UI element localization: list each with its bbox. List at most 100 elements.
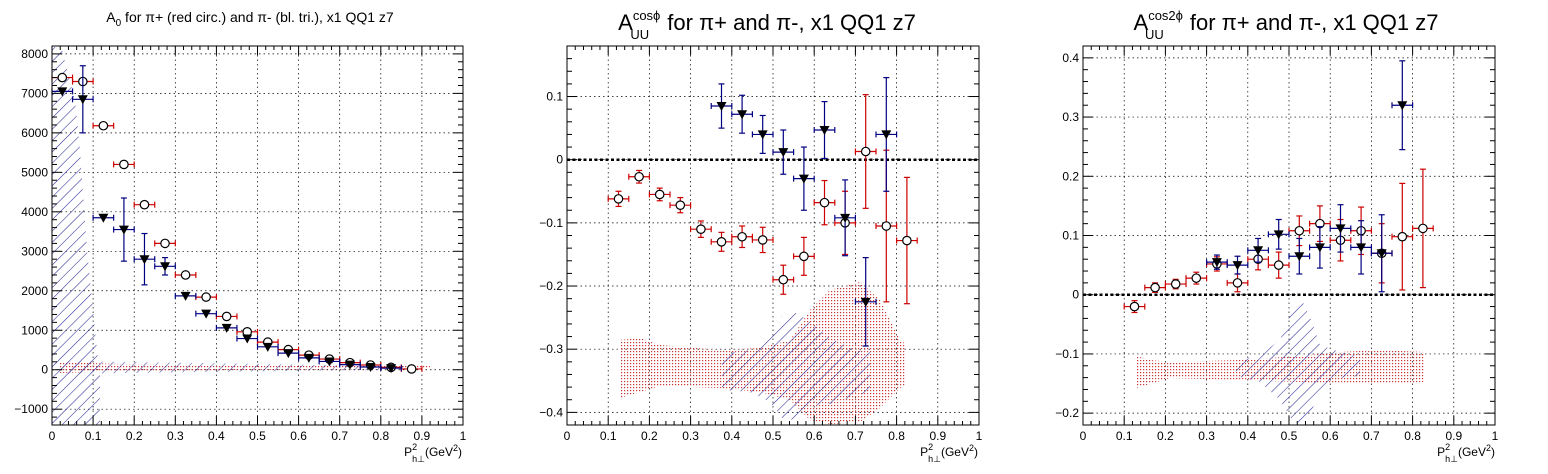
cos-pi-plus-point [813, 179, 836, 226]
a0-x-tick-label: 0.6 [290, 429, 307, 443]
a0-pi-minus-point [380, 364, 402, 374]
a0-pi-minus-point [215, 323, 238, 333]
a0-pi-plus-point [133, 199, 156, 210]
cos2-pi-plus-point [1185, 271, 1208, 285]
cos2-y-tick-label: 0.2 [1062, 169, 1079, 183]
panel-a0: A0 for π+ (red circ.) and π- (bl. tri.),… [14, 9, 466, 464]
cos2-x-tick-label: 0.9 [1445, 429, 1462, 443]
panel-cos-axes: 0 0.1 0.2 0.3 0.4 0.5 0.6 0.7 0.8 0.9 1 −0.4 −0.3 −0.… [539, 45, 983, 443]
cos2-y-tick-label: 0.4 [1062, 51, 1079, 65]
panel-cos2-title-sup: cos2ϕ [1148, 8, 1183, 23]
panel-cos-title-sub: UU [630, 27, 649, 42]
a0-pi-minus-point [195, 309, 217, 319]
a0-pi-minus-point [256, 342, 279, 352]
cos-pi-plus-marker [860, 146, 871, 157]
cos-pi-minus-marker [860, 297, 871, 307]
a0-x-tick-label: 0.5 [249, 429, 266, 443]
panel-cos2-x-axis-title: P2 h⊥(GeV2) [1437, 442, 1495, 464]
cos-y-tick-label: −0.3 [539, 342, 563, 356]
panel-a0-systematic-bands [52, 46, 430, 425]
panel-cos-title: Acosϕ UU for π+ and π-, x1 QQ1 z7 [618, 8, 916, 42]
cos2-x-tick-label: 0.5 [1281, 429, 1298, 443]
cos2-x-tick-label: 0.8 [1404, 429, 1421, 443]
cos-pi-plus-marker [778, 274, 789, 285]
panel-a0-title: A0 for π+ (red circ.) and π- (bl. tri.),… [106, 9, 394, 29]
a0-pi-minus-marker [262, 342, 273, 352]
panel-a0-blue-sys-band-flat [60, 361, 420, 374]
a0-pi-plus-marker [201, 292, 211, 302]
panel-a0-xlabel-sup: 2 [412, 442, 417, 452]
cos2-pi-minus-point [1329, 204, 1352, 253]
a0-pi-minus-marker [386, 364, 397, 374]
cos-x-tick-label: 0.5 [765, 429, 782, 443]
cos-pi-plus-point [648, 187, 671, 202]
cos2-x-tick-label: 0.2 [1157, 429, 1174, 443]
panel-cos2-xlabel-main: P [1437, 445, 1445, 459]
cos2-pi-plus-point [1267, 251, 1290, 279]
cos2-pi-minus-point [1350, 220, 1373, 275]
cos2-pi-plus-marker [1129, 301, 1140, 312]
a0-pi-minus-point [133, 232, 156, 286]
panel-cos2-xlabel-unit-sup: 2 [1486, 443, 1491, 453]
cos-pi-minus-point [834, 179, 857, 257]
cos2-x-tick-label: 0.3 [1198, 429, 1215, 443]
cos-pi-plus-point [792, 236, 815, 276]
a0-pi-minus-marker [344, 360, 355, 370]
cos-pi-plus-point [772, 264, 795, 295]
panel-cos-x-axis-title: P2 h⊥(GeV2) [920, 442, 978, 464]
cos-pi-plus-point [895, 176, 918, 305]
panel-cos2-xlabel-sup: 2 [1445, 442, 1450, 452]
panel-cos-title-main: A [618, 10, 633, 35]
cos-pi-plus-marker [799, 251, 809, 262]
cos2-pi-minus-marker [1397, 101, 1408, 111]
cos2-pi-plus-marker [1232, 278, 1243, 288]
a0-y-tick-label: −1000 [14, 402, 48, 416]
cos2-pi-plus-marker [1170, 279, 1181, 289]
a0-x-tick-label: 0.7 [331, 429, 348, 443]
cos-pi-plus-point [628, 169, 651, 184]
cos2-pi-plus-point [1411, 168, 1434, 289]
a0-pi-minus-marker [180, 291, 191, 301]
cos2-x-tick-label: 0.4 [1239, 429, 1256, 443]
cos2-pi-plus-marker [1150, 282, 1160, 293]
cos2-pi-minus-marker [1232, 261, 1243, 271]
a0-pi-minus-marker [242, 334, 253, 344]
panel-cos2-xlabel-sub: h⊥ [1445, 454, 1458, 464]
cos-pi-plus-point [689, 220, 712, 238]
cos-pi-minus-point [813, 100, 836, 160]
panel-cos2-systematic-bands [1136, 300, 1424, 424]
panel-a0-xlabel-unit: (GeV [425, 445, 453, 459]
panel-a0-title-sub: 0 [116, 18, 122, 29]
a0-pi-minus-marker [221, 323, 232, 333]
cos2-y-tick-label: 0.1 [1062, 229, 1079, 243]
cos2-pi-minus-point [1205, 254, 1228, 270]
cos-pi-plus-point [710, 231, 733, 252]
cos-pi-minus-marker [840, 213, 851, 223]
cos2-x-tick-label: 1 [1492, 429, 1499, 443]
panel-a0-title-main: A [106, 9, 116, 25]
a0-pi-plus-marker [221, 311, 232, 322]
panel-cos-points [607, 76, 918, 347]
cos2-pi-plus-marker [1397, 231, 1408, 242]
panel-cos-xlabel-unit-sup: 2 [969, 443, 974, 453]
cos-pi-minus-marker [737, 110, 748, 120]
cos2-x-tick-label: 0.1 [1116, 429, 1133, 443]
a0-pi-minus-marker [324, 357, 335, 367]
a0-pi-minus-point [298, 353, 320, 363]
a0-pi-plus-point [215, 311, 238, 322]
cos-pi-minus-marker [798, 174, 809, 184]
cos-pi-minus-point [792, 146, 815, 211]
cos-pi-minus-point [854, 257, 877, 347]
cos-pi-plus-marker [757, 235, 768, 245]
a0-pi-plus-point [154, 238, 176, 249]
a0-y-tick-label: 4000 [21, 205, 48, 219]
cos2-pi-minus-marker [1314, 243, 1325, 253]
a0-y-tick-label: 7000 [21, 86, 48, 100]
a0-pi-minus-marker [118, 225, 129, 235]
a0-pi-minus-marker [303, 353, 314, 363]
a0-pi-minus-point [92, 213, 115, 223]
cos2-pi-minus-marker [1294, 252, 1305, 262]
cos-pi-plus-marker [716, 237, 727, 247]
a0-pi-plus-point [195, 292, 217, 302]
cos-pi-minus-point [751, 114, 774, 154]
